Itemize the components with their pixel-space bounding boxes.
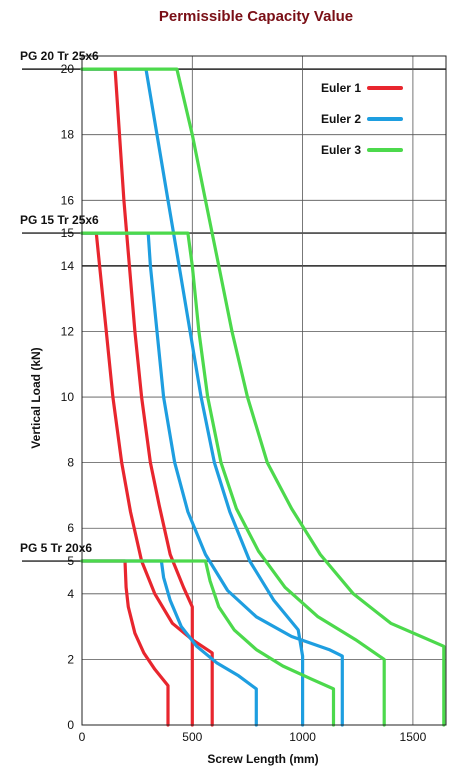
x-tick-label: 1000 [289, 730, 316, 744]
y-tick-label: 16 [61, 193, 75, 207]
screw-type-label: PG 15 Tr 25x6 [20, 213, 99, 227]
y-tick-label: 20 [61, 62, 75, 76]
series-line [80, 67, 194, 727]
y-tick-label: 18 [61, 128, 75, 142]
x-tick-label: 500 [182, 730, 202, 744]
y-tick-label: 15 [61, 226, 75, 240]
series-line [80, 559, 170, 727]
y-tick-label: 4 [67, 587, 74, 601]
series-lines [80, 67, 446, 727]
x-axis-label: Screw Length (mm) [207, 752, 318, 766]
y-tick-label: 8 [67, 456, 74, 470]
y-tick-label: 0 [67, 718, 74, 732]
series-line [80, 231, 386, 727]
legend-label: Euler 1 [321, 81, 361, 95]
y-tick-label: 2 [67, 652, 74, 666]
y-axis-label: Vertical Load (kN) [29, 347, 43, 448]
legend-label: Euler 3 [321, 143, 361, 157]
y-tick-label: 14 [61, 259, 75, 273]
grid [22, 56, 446, 726]
y-tick-label: 6 [67, 521, 74, 535]
screw-type-label: PG 20 Tr 25x6 [20, 49, 99, 63]
screw-type-labels: PG 20 Tr 25x6 PG 15 Tr 25x6 PG 5 Tr 20x6 [20, 49, 99, 555]
chart-title: Permissible Capacity Value [159, 8, 353, 25]
screw-type-label: PG 5 Tr 20x6 [20, 541, 92, 555]
series-line [80, 559, 336, 727]
series-line [80, 67, 446, 727]
legend: Euler 1 Euler 2 Euler 3 [321, 81, 403, 157]
x-tick-label: 1500 [400, 730, 427, 744]
y-tick-label: 10 [61, 390, 75, 404]
series-line [80, 67, 305, 727]
y-tick-label: 12 [61, 324, 75, 338]
y-tick-label: 5 [67, 554, 74, 568]
series-line [80, 231, 344, 727]
series-line [80, 559, 258, 727]
plot-border [81, 55, 447, 726]
axis-ticks: 0 2 4 5 6 8 10 12 14 15 16 18 20 0 500 1000 1500 [61, 62, 427, 744]
x-tick-label: 0 [79, 730, 86, 744]
legend-label: Euler 2 [321, 112, 361, 126]
